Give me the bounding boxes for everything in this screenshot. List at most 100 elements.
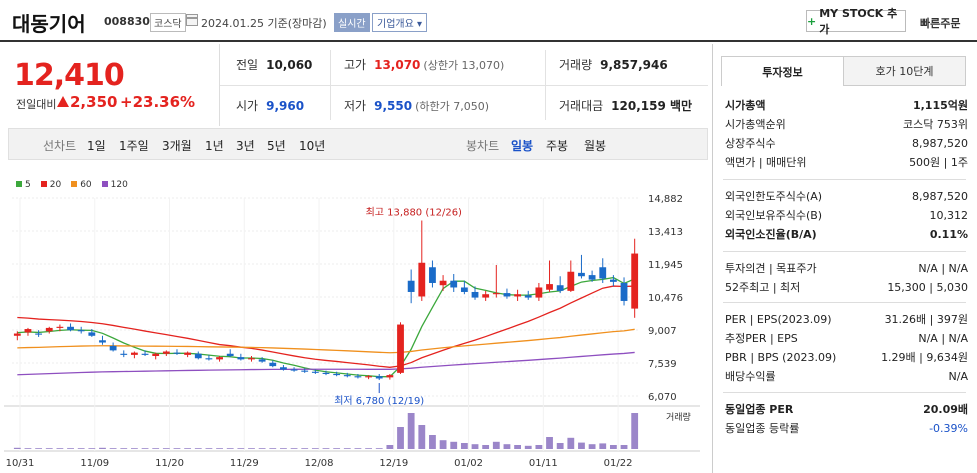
candle [301, 368, 309, 373]
volume-bar [556, 443, 564, 449]
realtime-button[interactable]: 실시간 [334, 13, 370, 32]
ma-line-120 [17, 351, 635, 376]
info-label[interactable]: 외국인보유주식수(B) [725, 209, 823, 222]
legend-label: 120 [110, 180, 128, 190]
legend-swatch [40, 181, 47, 187]
line-chart-title[interactable]: 선차트 [43, 139, 77, 153]
info-label[interactable]: 시가총액순위 [725, 118, 786, 131]
info-label[interactable]: 추정PER | EPS [725, 332, 798, 345]
period-3m[interactable]: 3개월 [162, 139, 192, 153]
candle-monthly[interactable]: 월봉 [584, 139, 607, 153]
period-1d[interactable]: 1일 [87, 139, 106, 153]
info-label[interactable]: 액면가 | 매매단위 [725, 156, 807, 169]
volume-bar [77, 448, 85, 449]
side-tabs: 투자정보 호가 10단계 [721, 56, 966, 86]
candle [290, 367, 298, 372]
info-row: PER | EPS(2023.09) 31.26배 | 397원 [725, 310, 968, 328]
y-tick-label: 7,539 [648, 359, 677, 370]
info-value: 20.09배 [923, 403, 968, 416]
volume-bar [248, 448, 255, 449]
trade-amount-label: 거래대금 [559, 99, 604, 113]
x-tick-label: 12/08 [305, 458, 334, 469]
volume-bar [109, 448, 117, 449]
volume-bar [205, 448, 213, 449]
stock-name: 대동기어 [12, 12, 86, 36]
volume-bar [24, 448, 32, 449]
low-annotation: 최저 6,780 (12/19) [334, 395, 424, 407]
info-label[interactable]: 배당수익률 [725, 370, 776, 383]
volume-bar [609, 445, 617, 449]
candle [237, 353, 245, 361]
candle-daily[interactable]: 일봉 [511, 139, 534, 153]
price-chart[interactable]: 14,88213,41311,94510,4769,0077,5396,070 … [0, 168, 700, 473]
volume-bar [407, 413, 415, 449]
info-value: 8,987,520 [912, 189, 968, 203]
candle [588, 270, 596, 282]
volume-bar [311, 448, 319, 449]
y-tick-label: 11,945 [648, 260, 683, 271]
volume-bar [280, 448, 287, 449]
volume-bar [88, 448, 96, 449]
info-label[interactable]: 외국인한도주식수(A) [725, 190, 823, 203]
legend-ma20: 20 [40, 180, 61, 190]
period-5y[interactable]: 5년 [267, 139, 286, 153]
calendar-icon [186, 14, 198, 26]
market-badge: 코스닥 [150, 13, 186, 32]
period-3y[interactable]: 3년 [236, 139, 255, 153]
info-label[interactable]: 시가총액 [725, 99, 766, 112]
stock-header: 대동기어 008830 코스닥 2024.01.25 기준(장마감) 실시간 기… [0, 0, 977, 42]
info-row: 외국인한도주식수(A) 8,987,520 [725, 187, 968, 205]
volume-bar [152, 448, 160, 449]
y-tick-label: 6,070 [648, 392, 677, 403]
quick-order-link[interactable]: 빠른주문 [920, 17, 961, 30]
volume-bar [471, 444, 479, 449]
info-label[interactable]: 상장주식수 [725, 137, 776, 150]
add-mystock-button[interactable]: + MY STOCK 추가 [806, 7, 906, 36]
volume-bar [578, 442, 585, 449]
info-label[interactable]: 동일업종 등락률 [725, 422, 800, 435]
x-tick-label: 11/29 [230, 458, 259, 469]
section-divider [723, 392, 966, 393]
tab-invest-info[interactable]: 투자정보 [721, 56, 844, 86]
candle [35, 330, 43, 337]
candle [429, 260, 436, 288]
candle [311, 369, 319, 374]
candle-weekly[interactable]: 주봉 [546, 139, 569, 153]
period-10y[interactable]: 10년 [299, 139, 326, 153]
info-value: 10,312 [929, 208, 969, 222]
period-1w[interactable]: 1주일 [119, 139, 149, 153]
volume-bar [567, 437, 575, 449]
period-1y[interactable]: 1년 [205, 139, 224, 153]
volume-bar [375, 448, 383, 449]
info-value: 코스닥 753위 [903, 118, 968, 131]
info-label[interactable]: PER | EPS(2023.09) [725, 312, 832, 326]
volume-bar [439, 440, 447, 449]
info-label[interactable]: 동일업종 PER [725, 403, 794, 416]
info-label[interactable]: 투자의견 | 목표주가 [725, 262, 817, 275]
ma-line-20 [17, 285, 635, 368]
x-tick-label: 11/09 [80, 458, 109, 469]
volume-bar [354, 448, 362, 449]
tab-orderbook[interactable]: 호가 10단계 [843, 56, 966, 86]
info-value: N/A [948, 369, 968, 383]
info-label[interactable]: 외국인소진율(B/A) [725, 228, 817, 241]
volume-bar [184, 448, 192, 449]
candle [24, 327, 32, 336]
candle [343, 372, 351, 378]
info-label[interactable]: 52주최고 | 최저 [725, 281, 801, 294]
volume-bar [386, 445, 394, 449]
candle [120, 350, 128, 358]
candle [109, 342, 117, 352]
candle [280, 364, 287, 371]
plus-icon: + [807, 14, 817, 28]
company-info-dropdown[interactable]: 기업개요 ▾ [372, 13, 428, 32]
volume-bar [631, 413, 639, 449]
candle-chart-title[interactable]: 봉차트 [466, 139, 500, 153]
info-label[interactable]: PBR | BPS (2023.09) [725, 350, 837, 364]
volume-bar [35, 448, 43, 449]
info-row: 추정PER | EPS N/A | N/A [725, 329, 968, 347]
volume-bar [343, 448, 351, 449]
low-label: 저가 [344, 99, 367, 113]
info-value: 0.11% [929, 227, 968, 241]
volume-bar [365, 448, 372, 449]
